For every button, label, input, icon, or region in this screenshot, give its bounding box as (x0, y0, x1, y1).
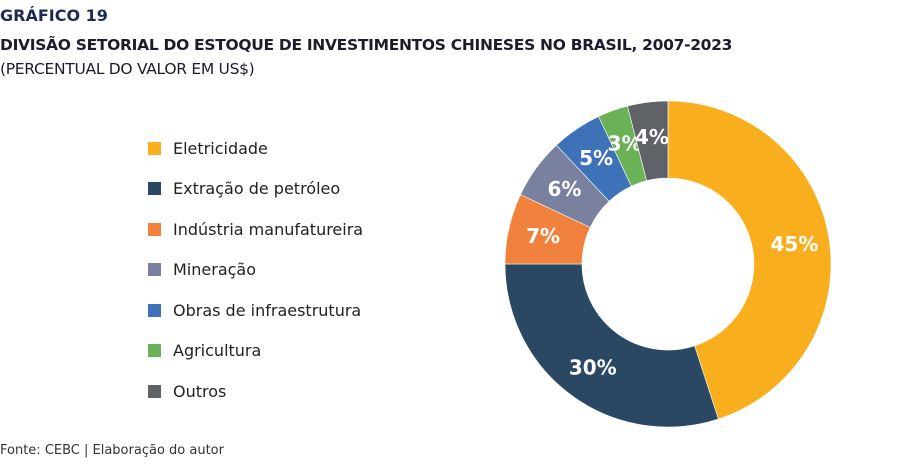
legend-item: Agricultura (148, 331, 363, 372)
slice-extra-o-de-petr-leo (504, 263, 719, 428)
legend-label: Mineração (173, 260, 257, 280)
legend-swatch (148, 263, 161, 277)
slice-data-label: 45% (770, 232, 818, 256)
legend-swatch (148, 303, 161, 317)
chart-title: DIVISÃO SETORIAL DO ESTOQUE DE INVESTIME… (0, 36, 733, 54)
slice-data-label: 5% (579, 146, 613, 170)
legend-swatch (148, 344, 161, 358)
legend-label: Obras de infraestrutura (173, 300, 362, 320)
legend-label: Eletricidade (173, 138, 268, 158)
slice-data-label: 7% (526, 224, 560, 248)
legend: Eletricidade Extração de petróleo Indústri… (148, 128, 363, 412)
legend-item: Mineração (148, 250, 363, 291)
legend-label: Indústria manufatureira (173, 219, 364, 239)
slice-eletricidade (667, 100, 832, 420)
legend-label: Extração de petróleo (173, 179, 341, 199)
legend-item: Outros (148, 371, 363, 412)
legend-swatch (148, 222, 161, 236)
legend-swatch (148, 141, 161, 155)
legend-label: Outros (173, 381, 227, 401)
legend-item: Extração de petróleo (148, 169, 363, 210)
legend-item: Indústria manufatureira (148, 209, 363, 250)
chart-kicker: GRÁFICO 19 (0, 6, 108, 25)
legend-item: Obras de infraestrutura (148, 290, 363, 331)
chart-subtitle: (PERCENTUAL DO VALOR EM US$) (0, 60, 255, 78)
legend-label: Agricultura (173, 341, 262, 361)
slice-outros (627, 100, 669, 182)
slice-data-label: 30% (569, 356, 617, 380)
slice-data-label: 6% (547, 177, 581, 201)
legend-swatch (148, 182, 161, 196)
legend-swatch (148, 384, 161, 398)
slice-data-label: 4% (635, 125, 669, 149)
legend-item: Eletricidade (148, 128, 363, 169)
source-note: Fonte: CEBC | Elaboração do autor (0, 443, 224, 458)
